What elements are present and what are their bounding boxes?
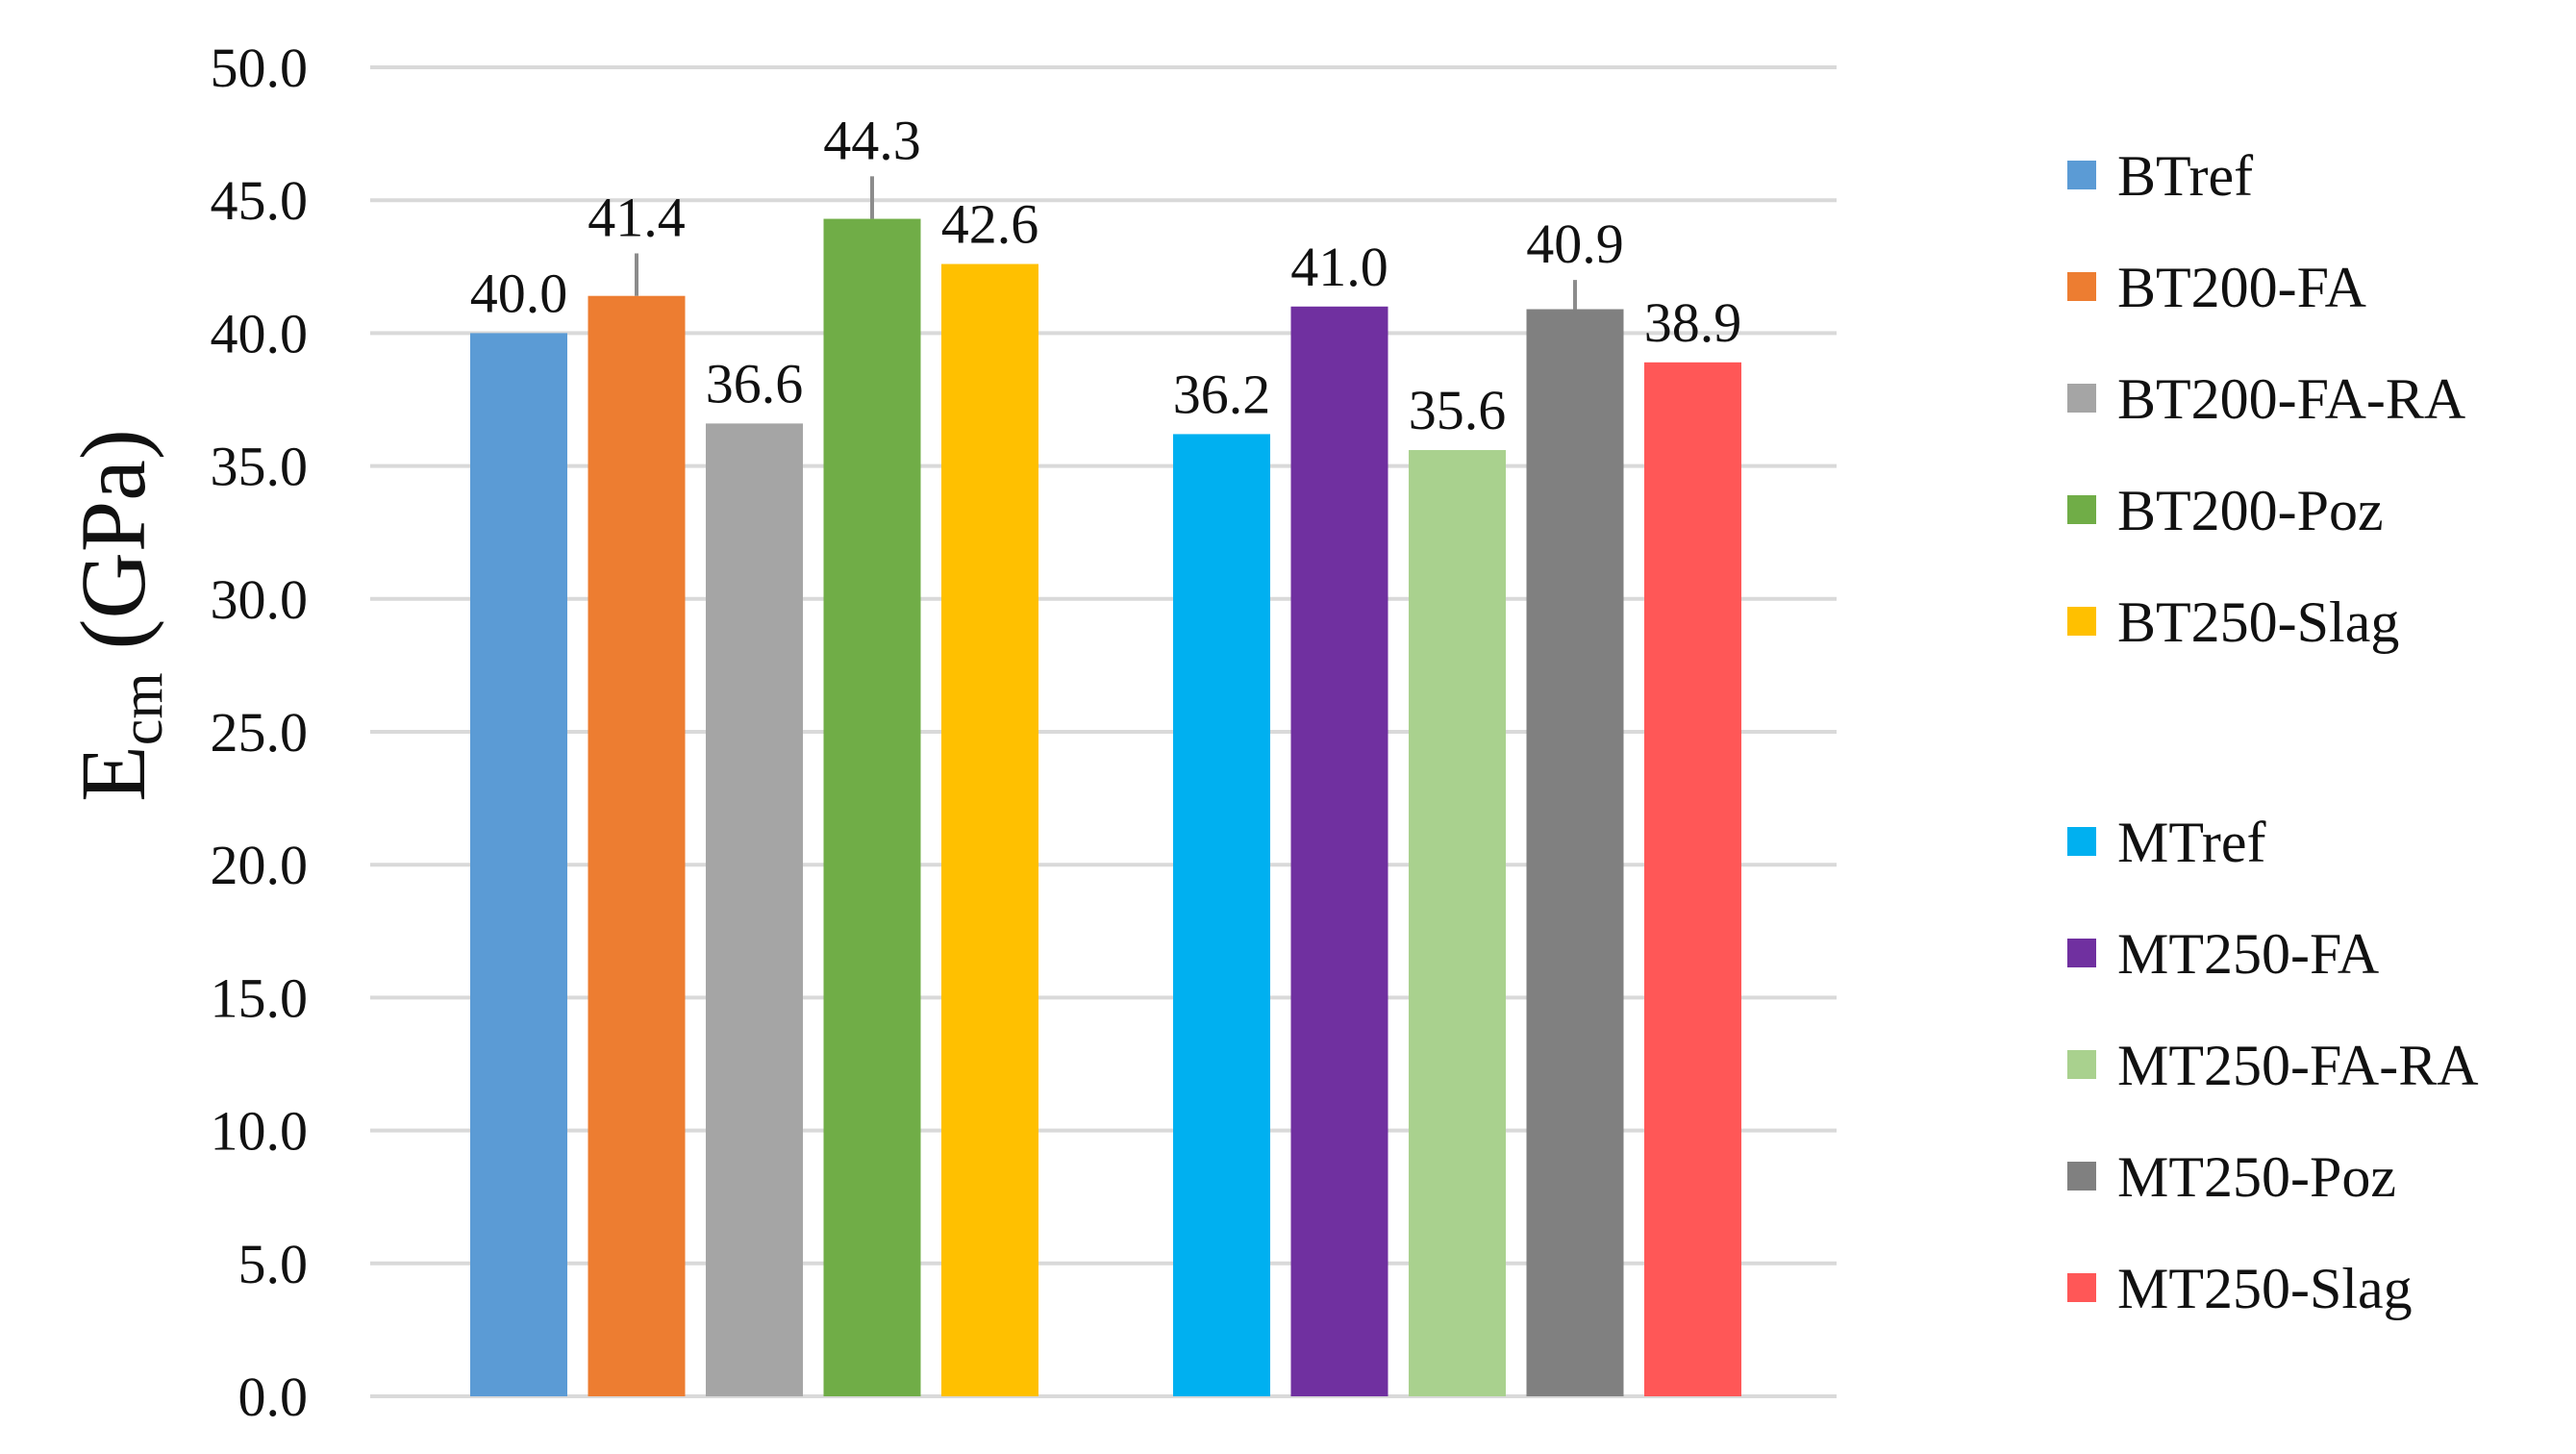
y-tick-label: 50.0 <box>211 37 309 99</box>
bar-mtref <box>1173 434 1270 1396</box>
y-axis-title-main: E <box>62 745 164 802</box>
legend: BTref BT200-FA BT200-FA-RA BT200-Poz BT250-S… <box>2067 144 2479 1320</box>
bar-bt200-fa <box>588 295 686 1397</box>
y-tick-label: 25.0 <box>211 701 309 764</box>
bar-mt250-fa <box>1290 306 1388 1396</box>
legend-swatch-mt250-fa-ra <box>2067 1050 2096 1079</box>
legend-swatch-mt250-slag <box>2067 1273 2096 1302</box>
y-tick-label: 0.0 <box>238 1366 309 1428</box>
data-label-bt200-fa: 41.4 <box>588 186 686 248</box>
legend-label-mt250-slag: MT250-Slag <box>2117 1257 2413 1320</box>
legend-swatch-mtref <box>2067 827 2096 856</box>
data-label-bt200-poz: 44.3 <box>823 109 921 171</box>
y-tick-label: 15.0 <box>211 966 309 1029</box>
legend-label-bt250-slag: BT250-Slag <box>2117 590 2399 654</box>
legend-label-mt250-fa: MT250-FA <box>2117 922 2379 986</box>
y-tick-label: 40.0 <box>211 302 309 364</box>
y-tick-label: 5.0 <box>238 1233 309 1295</box>
data-label-mtref: 36.2 <box>1173 363 1271 425</box>
bar-bt200-fa-ra <box>706 423 803 1397</box>
legend-swatch-mt250-poz <box>2067 1162 2096 1191</box>
y-axis-title-unit: (GPa) <box>62 429 164 672</box>
bar-mt250-fa-ra <box>1409 450 1506 1396</box>
data-label-mt250-slag: 38.9 <box>1644 291 1742 354</box>
legend-label-mtref: MTref <box>2117 811 2266 874</box>
y-axis-title: Ecm (GPa) <box>62 429 175 802</box>
bar-mt250-poz <box>1526 309 1624 1397</box>
y-axis-title-subscript: cm <box>110 672 175 745</box>
data-label-bt250-slag: 42.6 <box>941 193 1039 256</box>
legend-label-mt250-poz: MT250-Poz <box>2117 1145 2396 1209</box>
data-label-mt250-poz: 40.9 <box>1526 213 1624 275</box>
legend-label-btref: BTref <box>2117 144 2253 208</box>
legend-label-bt200-fa-ra: BT200-FA-RA <box>2117 367 2465 431</box>
bar-bt200-poz <box>823 218 921 1397</box>
legend-swatch-mt250-fa <box>2067 939 2096 967</box>
y-axis-ticks: 0.0 5.0 10.0 15.0 20.0 25.0 30.0 35.0 40.0 45.0 50… <box>211 37 309 1428</box>
y-tick-label: 20.0 <box>211 834 309 896</box>
legend-label-mt250-fa-ra: MT250-FA-RA <box>2117 1034 2479 1097</box>
data-label-bt200-fa-ra: 36.6 <box>706 352 804 414</box>
data-label-mt250-fa-ra: 35.6 <box>1409 379 1507 441</box>
y-tick-label: 10.0 <box>211 1100 309 1163</box>
legend-label-bt200-fa: BT200-FA <box>2117 256 2366 319</box>
bar-btref <box>470 333 567 1396</box>
legend-swatch-bt200-fa <box>2067 272 2096 301</box>
bar-bt250-slag <box>941 263 1038 1396</box>
data-label-btref: 40.0 <box>470 262 568 324</box>
legend-swatch-bt250-slag <box>2067 607 2096 636</box>
y-tick-label: 30.0 <box>211 568 309 631</box>
y-tick-label: 35.0 <box>211 436 309 498</box>
bar-mt250-slag <box>1644 362 1741 1397</box>
error-bars <box>635 176 1577 310</box>
legend-swatch-bt200-poz <box>2067 495 2096 524</box>
legend-label-bt200-poz: BT200-Poz <box>2117 479 2384 542</box>
data-labels: 40.0 41.4 36.6 44.3 42.6 36.2 41.0 35.6 40.9 38.9 <box>470 109 1742 441</box>
legend-swatch-btref <box>2067 161 2096 189</box>
legend-swatch-bt200-fa-ra <box>2067 384 2096 413</box>
data-label-mt250-fa: 41.0 <box>1290 236 1388 298</box>
bars <box>470 218 1741 1397</box>
y-tick-label: 45.0 <box>211 169 309 232</box>
